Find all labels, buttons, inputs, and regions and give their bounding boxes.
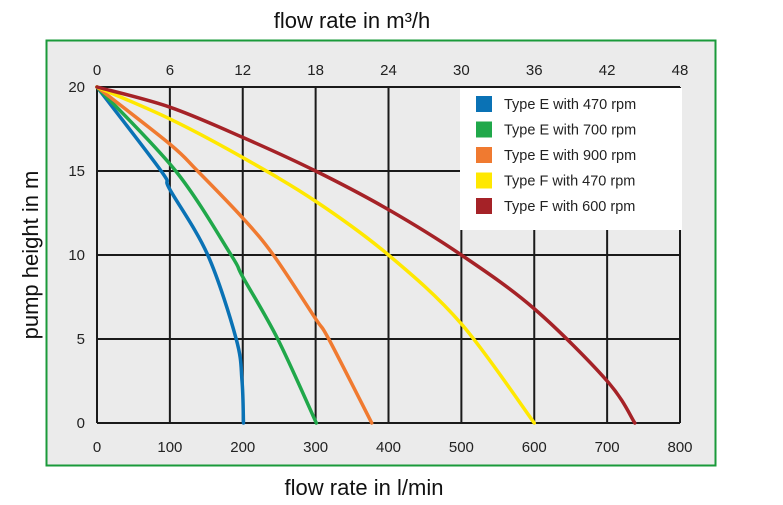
legend-swatch <box>476 172 492 189</box>
legend-label: Type E with 470 rpm <box>504 97 636 113</box>
x-tick-label: 0 <box>93 439 101 456</box>
x2-tick-label: 30 <box>453 62 470 79</box>
x2-tick-label: 42 <box>599 62 616 79</box>
curves <box>95 85 637 425</box>
legend-label: Type F with 600 rpm <box>504 199 635 215</box>
x-tick-label: 100 <box>157 439 182 456</box>
legend-label: Type E with 900 rpm <box>504 148 636 164</box>
y-tick-label: 15 <box>68 163 85 180</box>
x2-tick-label: 6 <box>166 62 174 79</box>
y-tick-label: 10 <box>68 247 85 264</box>
series-line <box>95 85 246 425</box>
x-tick-label: 500 <box>449 439 474 456</box>
x-tick-label: 700 <box>595 439 620 456</box>
x-tick-label: 400 <box>376 439 401 456</box>
legend-swatch <box>476 147 492 163</box>
series-line <box>95 85 319 425</box>
x-tick-label: 200 <box>230 439 255 456</box>
legend-swatch <box>476 96 492 112</box>
legend-swatch <box>476 121 492 138</box>
series-line <box>95 85 536 425</box>
y-tick-label: 0 <box>77 415 85 432</box>
x2-tick-label: 0 <box>93 62 101 79</box>
series-line <box>95 85 374 425</box>
y-axis-title: pump height in m <box>18 171 43 340</box>
y-tick-label: 5 <box>77 331 85 348</box>
x2-tick-label: 48 <box>672 62 689 79</box>
x2-tick-label: 18 <box>307 62 324 79</box>
x-axis-title: flow rate in l/min <box>285 475 444 500</box>
legend-label: Type F with 470 rpm <box>504 174 635 190</box>
x2-tick-label: 36 <box>526 62 543 79</box>
x-tick-label: 300 <box>303 439 328 456</box>
x2-tick-label: 24 <box>380 62 397 79</box>
series-line <box>95 85 637 425</box>
legend: Type E with 470 rpm Type E with 700 rpm Ty… <box>460 88 682 230</box>
x-tick-label: 600 <box>522 439 547 456</box>
legend-swatch <box>476 198 492 214</box>
y-tick-label: 20 <box>68 79 85 96</box>
legend-label: Type E with 700 rpm <box>504 123 636 139</box>
legend-box <box>460 88 682 230</box>
x-tick-label: 800 <box>667 439 692 456</box>
x2-tick-label: 12 <box>234 62 251 79</box>
x2-axis-title: flow rate in m³/h <box>274 8 431 33</box>
